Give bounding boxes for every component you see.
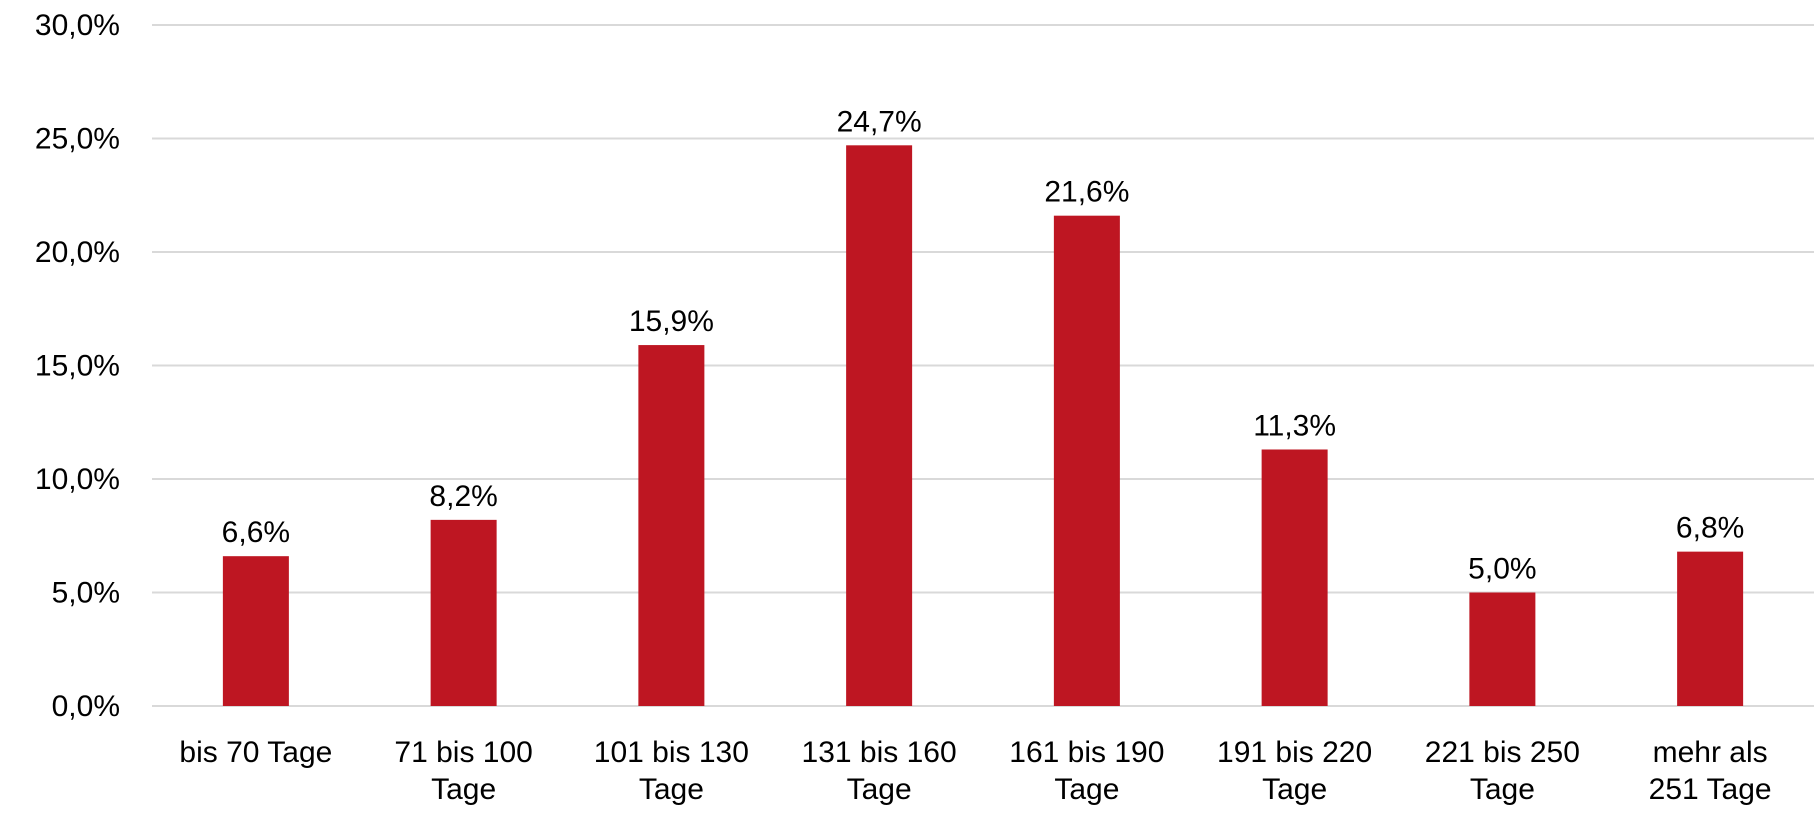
x-category-label-line: bis 70 Tage <box>179 736 332 769</box>
x-category-label: 191 bis 220 Tage <box>1217 736 1372 806</box>
y-tick-label: 15,0% <box>35 350 120 383</box>
data-labels: 6,6% 8,2% 15,9% 24,7% 21,6% 11,3% 5,0% 6,8% <box>222 105 1745 585</box>
y-tick-label: 0,0% <box>52 690 120 723</box>
x-category-label-line: Tage <box>431 773 496 806</box>
y-tick-label: 30,0% <box>35 9 120 42</box>
x-axis-category-labels: bis 70 Tage 71 bis 100 Tage 101 bis 130 Tage… <box>179 736 1771 806</box>
data-label: 6,6% <box>222 516 290 549</box>
bar <box>1469 592 1536 706</box>
y-tick-label: 25,0% <box>35 123 120 156</box>
y-tick-label: 10,0% <box>35 463 120 496</box>
x-category-label: 101 bis 130 Tage <box>594 736 749 806</box>
data-label: 11,3% <box>1253 409 1336 442</box>
x-category-label: 161 bis 190 Tage <box>1009 736 1164 806</box>
bars <box>222 145 1744 706</box>
x-category-label: 221 bis 250 Tage <box>1425 736 1580 806</box>
bar <box>1053 215 1120 706</box>
y-tick-label: 20,0% <box>35 236 120 269</box>
y-axis-tick-labels: 0,0% 5,0% 10,0% 15,0% 20,0% 25,0% 30,0% <box>35 9 120 723</box>
data-label: 24,7% <box>837 105 922 138</box>
x-category-label-line: Tage <box>1262 773 1327 806</box>
data-label: 21,6% <box>1044 176 1129 209</box>
x-category-label-line: Tage <box>847 773 912 806</box>
data-label: 15,9% <box>629 305 714 338</box>
y-tick-label: 5,0% <box>52 577 120 610</box>
bar <box>846 145 913 706</box>
data-label: 8,2% <box>429 480 497 513</box>
x-category-label-line: 131 bis 160 <box>802 736 957 769</box>
x-category-label: mehr als 251 Tage <box>1649 736 1772 806</box>
x-category-label: 131 bis 160 Tage <box>802 736 957 806</box>
bar <box>638 345 705 706</box>
x-category-label-line: 191 bis 220 <box>1217 736 1372 769</box>
x-category-label: 71 bis 100 Tage <box>394 736 532 806</box>
x-category-label-line: mehr als <box>1653 736 1768 769</box>
x-category-label-line: 251 Tage <box>1649 773 1772 806</box>
x-category-label-line: Tage <box>1470 773 1535 806</box>
x-category-label-line: Tage <box>1054 773 1119 806</box>
x-category-label-line: 161 bis 190 <box>1009 736 1164 769</box>
data-label: 6,8% <box>1676 512 1744 545</box>
x-category-label-line: 221 bis 250 <box>1425 736 1580 769</box>
x-category-label-line: Tage <box>639 773 704 806</box>
x-category-label: bis 70 Tage <box>179 736 332 769</box>
bar <box>222 556 289 706</box>
x-category-label-line: 101 bis 130 <box>594 736 749 769</box>
data-label: 5,0% <box>1468 553 1536 586</box>
bar <box>1261 449 1328 706</box>
x-category-label-line: 71 bis 100 <box>394 736 532 769</box>
bar <box>1677 551 1744 706</box>
gridlines <box>152 24 1814 707</box>
bar <box>430 519 497 706</box>
